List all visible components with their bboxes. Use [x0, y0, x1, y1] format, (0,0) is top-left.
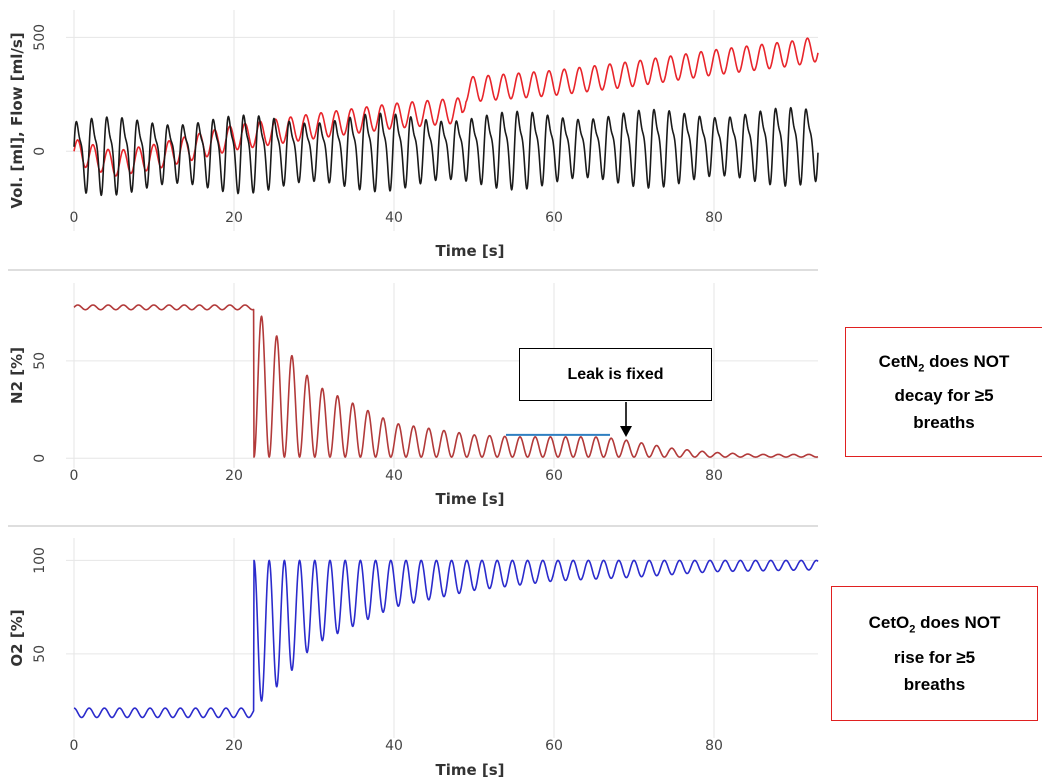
x-tick-label: 60	[545, 738, 563, 754]
leak-fixed-label: Leak is fixed	[519, 348, 712, 401]
y-tick-label: 50	[32, 645, 48, 663]
x-tick-label: 40	[385, 738, 403, 754]
x-tick-label: 60	[545, 468, 563, 484]
x-tick-label: 60	[545, 210, 563, 226]
x-tick-label: 80	[705, 210, 723, 226]
x-axis-label: Time [s]	[435, 490, 504, 508]
x-tick-label: 20	[225, 738, 243, 754]
o2-note-line3: breaths	[903, 674, 966, 694]
y-axis-label: O2 [%]	[8, 609, 26, 666]
y-axis-label: Vol. [ml], Flow [ml/s]	[8, 32, 26, 208]
x-axis-label: Time [s]	[435, 761, 504, 779]
o2-note-box: CetO2 does NOT rise for ≥5 breaths	[831, 586, 1038, 721]
leak-arrow-head	[620, 426, 632, 437]
chart-panel-3: 0 20 40 60 80 50 100 Time [s] O2 [%]	[8, 538, 819, 779]
y-tick-label: 0	[32, 147, 48, 156]
x-tick-label: 80	[705, 738, 723, 754]
n2-note-sub: 2	[918, 362, 925, 375]
o2-series-line	[73, 559, 819, 719]
flow-series-line	[73, 106, 819, 197]
o2-note-sub: 2	[909, 623, 916, 636]
x-tick-label: 20	[225, 210, 243, 226]
x-tick-label: 20	[225, 468, 243, 484]
x-tick-label: 80	[705, 468, 723, 484]
n2-note-pre: CetN	[878, 351, 919, 371]
o2-note-pre: CetO	[868, 613, 910, 633]
x-axis-label: Time [s]	[435, 242, 504, 260]
y-tick-label: 100	[32, 547, 48, 574]
x-tick-label: 0	[70, 738, 79, 754]
y-tick-label: 500	[32, 24, 48, 51]
x-tick-label: 40	[385, 468, 403, 484]
n2-note-box: CetN2 does NOT decay for ≥5 breaths	[845, 327, 1042, 457]
chart-panel-2: 0 20 40 60 80 0 50 Time [s] N2 [%]	[8, 283, 819, 527]
n2-note-post: does NOT	[924, 351, 1010, 371]
n2-note-line2: decay for ≥5	[894, 386, 994, 406]
y-axis-label: N2 [%]	[8, 347, 26, 404]
volume-series-line	[73, 37, 819, 177]
o2-note-post: does NOT	[915, 613, 1001, 633]
y-tick-label: 0	[32, 454, 48, 463]
x-tick-label: 0	[70, 468, 79, 484]
n2-note-line3: breaths	[913, 413, 975, 433]
x-tick-label: 40	[385, 210, 403, 226]
chart-panel-1: 0 20 40 60 80 0 500 Time [s] Vol. [ml], Flow [ml…	[8, 10, 819, 271]
y-tick-label: 50	[32, 352, 48, 370]
o2-note-line2: rise for ≥5	[893, 647, 976, 667]
n2-series-line	[73, 304, 819, 458]
x-tick-label: 0	[70, 210, 79, 226]
